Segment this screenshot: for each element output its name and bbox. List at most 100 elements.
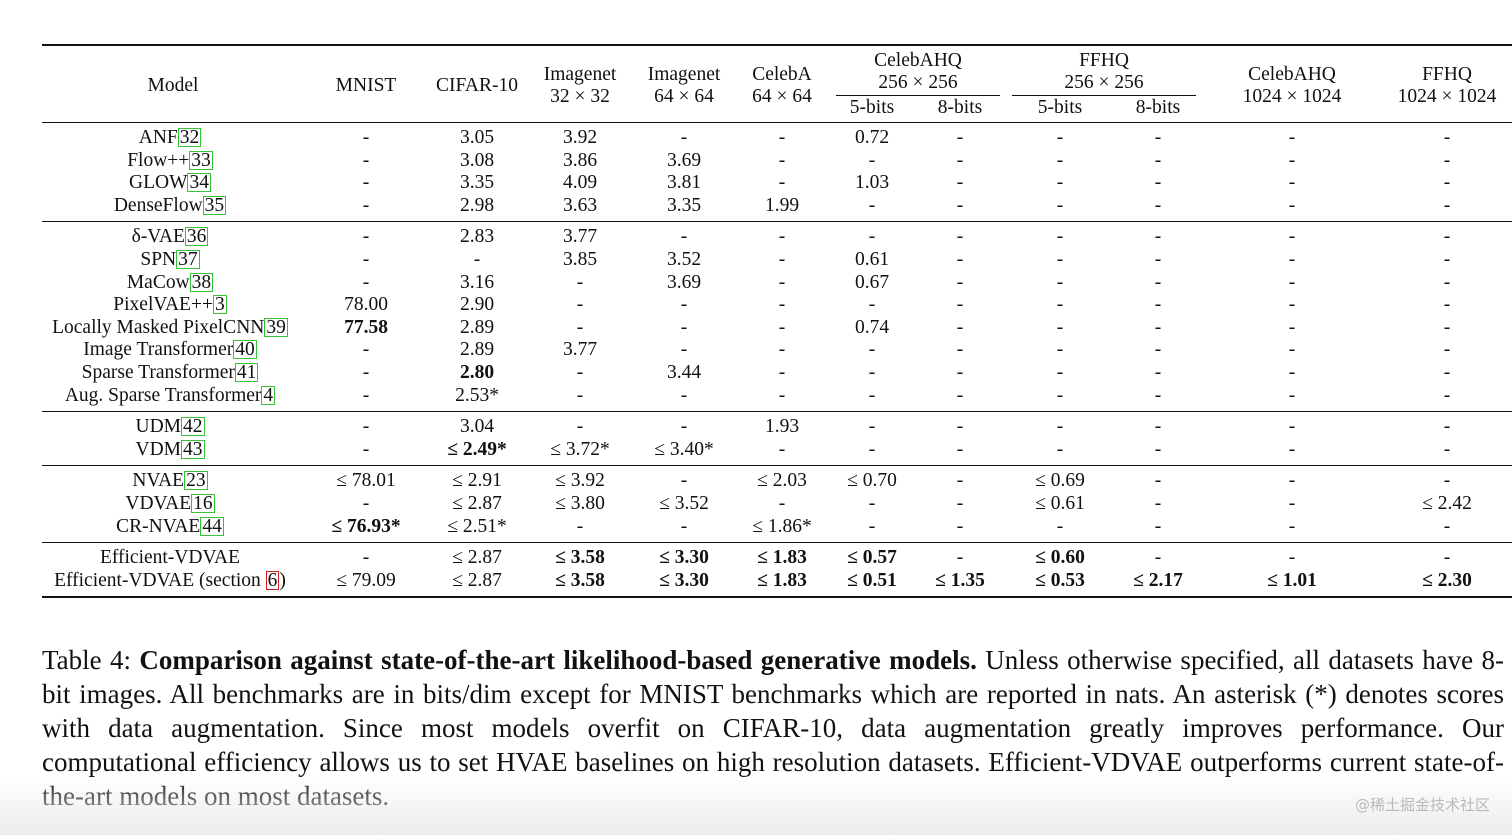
score-cell: 0.72 <box>830 121 914 150</box>
score-cell: 3.05 <box>428 121 526 150</box>
score-cell: - <box>1006 411 1115 439</box>
score-cell: - <box>1443 384 1451 406</box>
citation-link[interactable]: 44 <box>200 515 224 537</box>
header-celeba64: CelebA 64 × 64 <box>734 44 830 123</box>
score-cell: - <box>1382 411 1512 439</box>
citation-link[interactable]: 32 <box>177 127 202 148</box>
citation-link[interactable]: 36 <box>184 226 209 248</box>
score-cell: ≤ 2.87 <box>428 569 526 599</box>
citation-link[interactable]: 3 <box>212 294 227 316</box>
citation-link[interactable]: 43 <box>181 438 205 460</box>
header-bits: 8-bits <box>937 97 983 118</box>
score-cell: ≤ 78.01 <box>304 465 428 493</box>
score-cell: ≤ 2.91 <box>428 465 526 493</box>
score-cell: - <box>778 339 786 361</box>
citation-link[interactable]: 6 <box>265 569 280 591</box>
model-name-cell: Efficient-VDVAE <box>42 542 304 570</box>
score-cell: 3.85 <box>562 248 598 270</box>
score-cell: ≤ 0.69 <box>1006 465 1115 493</box>
citation-link[interactable]: 39 <box>264 316 288 338</box>
score-cell: - <box>1202 542 1383 570</box>
score-cell: - <box>1154 271 1162 293</box>
model-name: UDM <box>135 416 181 438</box>
model-name-cell: Efficient-VDVAE (section 6) <box>42 569 304 599</box>
model-name-cell: SPN 37 <box>42 249 304 272</box>
model-name: Locally Masked PixelCNN <box>52 316 265 338</box>
score-cell: - <box>362 194 370 216</box>
citation-link[interactable]: 37 <box>176 248 200 270</box>
table-row: CR-NVAE 44 ≤ 76.93* ≤ 2.51* - - ≤ 1.86* - - - - - - <box>42 516 1512 543</box>
score-cell: 0.61 <box>854 248 890 270</box>
header-row-1: Model MNIST CIFAR-10 Imagenet 32 × 32 Ima… <box>42 44 1512 123</box>
score-cell: - <box>956 438 964 460</box>
score-cell: - <box>1288 361 1296 383</box>
score-cell: - <box>473 248 481 270</box>
score-cell: - <box>362 361 370 383</box>
score-cell: - <box>1056 149 1064 171</box>
score-cell: 77.58 <box>344 316 388 338</box>
model-name-cell: MaCow 38 <box>42 272 304 295</box>
score-cell: ≤ 3.80 <box>555 492 605 514</box>
score-cell: - <box>1288 248 1296 270</box>
score-cell: 78.00 <box>344 294 388 316</box>
score-cell: - <box>956 294 964 316</box>
citation-link[interactable]: 38 <box>189 271 214 293</box>
citation-link[interactable]: 33 <box>189 149 213 171</box>
citation-link[interactable]: 34 <box>187 172 211 194</box>
citation-link[interactable]: 35 <box>202 194 227 216</box>
table-row: Locally Masked PixelCNN 39 77.58 2.89 - - - 0.7… <box>42 317 1512 340</box>
score-cell: - <box>1202 465 1383 493</box>
score-cell: 3.35 <box>459 172 495 194</box>
score-cell: - <box>956 149 964 171</box>
score-cell: - <box>1154 194 1162 216</box>
citation-link[interactable]: 4 <box>261 384 276 406</box>
model-name-cell: VDM 43 <box>42 439 304 466</box>
score-cell: - <box>1382 221 1512 249</box>
score-cell: - <box>304 411 428 439</box>
header-mnist: MNIST <box>304 44 428 123</box>
header-imagenet32: Imagenet 32 × 32 <box>526 44 634 123</box>
score-cell: ≤ 0.61 <box>1035 492 1085 514</box>
score-cell: - <box>680 294 688 316</box>
score-cell: - <box>1443 271 1451 293</box>
score-cell: 0.67 <box>854 271 890 293</box>
results-table-body: ANF 32-3.05 3.92- -0.72- - - - - Flow++ 33-3.08 3.… <box>42 121 1512 599</box>
score-cell: - <box>1288 492 1296 514</box>
header-model: Model <box>42 44 304 123</box>
citation-link[interactable]: 41 <box>234 361 259 383</box>
score-cell: - <box>1114 221 1203 249</box>
model-name: Aug. Sparse Transformer <box>64 384 262 406</box>
score-cell: 3.35 <box>666 194 702 216</box>
score-cell: 1.99 <box>764 194 800 216</box>
score-cell: - <box>868 361 876 383</box>
score-cell: - <box>576 271 584 293</box>
score-cell: ≤ 0.51 <box>830 569 914 599</box>
score-cell: - <box>956 361 964 383</box>
score-cell: - <box>1114 411 1203 439</box>
score-cell: 0.74 <box>854 316 890 338</box>
score-cell: - <box>1154 361 1162 383</box>
citation-link[interactable]: 42 <box>181 416 205 438</box>
score-cell: - <box>1288 172 1296 194</box>
caption-text: Unless otherwise specified, all datasets… <box>42 645 1505 811</box>
table-row: Aug. Sparse Transformer 4 - 2.53* - - - - - - - - - <box>42 385 1512 412</box>
citation-link[interactable]: 23 <box>184 470 208 492</box>
model-name: Efficient-VDVAE (section <box>54 569 266 591</box>
score-cell: - <box>362 438 370 460</box>
score-cell: ≤ 3.72* <box>550 438 610 460</box>
score-cell: - <box>1154 316 1162 338</box>
citation-link[interactable]: 16 <box>191 492 215 514</box>
score-cell: - <box>1288 149 1296 171</box>
model-name: δ-VAE <box>131 226 185 248</box>
score-cell: 1.93 <box>734 411 830 439</box>
table-row: VDM 43 - ≤ 2.49* ≤ 3.72* ≤ 3.40* - - - - - - - <box>42 439 1512 466</box>
score-cell: - <box>1114 542 1203 570</box>
citation-link[interactable]: 40 <box>233 339 257 361</box>
score-cell: - <box>868 339 876 361</box>
score-cell: 2.90 <box>459 294 495 316</box>
score-cell: 3.69 <box>666 271 702 293</box>
score-cell: ≤ 2.17 <box>1114 569 1203 599</box>
score-cell: - <box>1056 271 1064 293</box>
table-row: Sparse Transformer 41 - 2.80 - 3.44 - - - - - - - <box>42 362 1512 385</box>
score-cell: - <box>1056 194 1064 216</box>
